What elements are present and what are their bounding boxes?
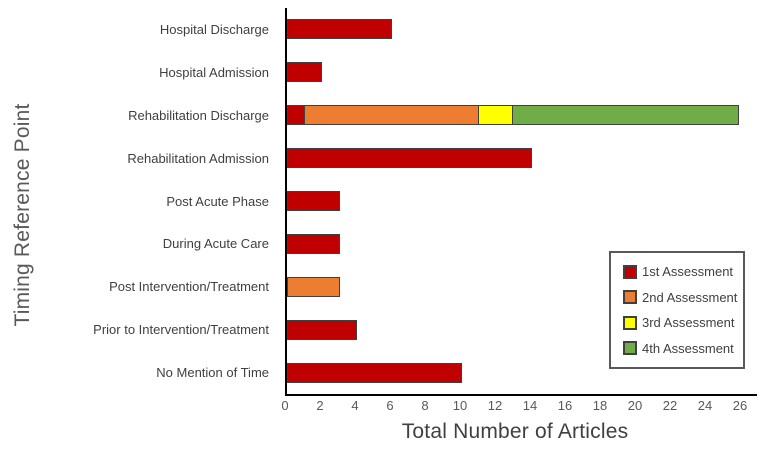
legend-label: 2nd Assessment [642,289,738,305]
bar-stack [287,62,322,83]
bar-stack [287,362,462,383]
x-tick-label: 14 [522,398,538,413]
x-tick-label: 6 [386,398,394,413]
bar-row [287,222,757,265]
legend-item-3rd-assessment: 3rd Assessment [623,315,743,330]
bar-stack [287,319,357,340]
bar-row [287,94,757,137]
bar-segment [287,319,357,340]
x-tick-label: 26 [732,398,748,413]
bar-segment [287,105,305,126]
bar-stack [287,191,340,211]
bar-row [287,308,757,351]
legend-swatch-3rd-assessment-icon [623,315,637,330]
x-tick-label: 0 [281,398,289,413]
x-tick-label: 24 [697,398,713,413]
bar-series-container [287,8,757,394]
category-label: Prior to Intervention/Treatment [93,322,269,338]
bar-segment [511,105,739,126]
category-label: Post Acute Phase [166,193,269,209]
bar-segment [477,105,513,126]
bar-stack [287,276,340,297]
bar-segment [287,62,322,83]
category-axis: Hospital Discharge Hospital Admission Reha… [0,8,277,394]
legend-swatch-2nd-assessment-icon [623,290,637,305]
bar-row [287,137,757,180]
legend-label: 4th Assessment [642,340,734,356]
bar-row [287,8,757,51]
x-tick-label: 22 [662,398,678,413]
category-label: During Acute Care [162,236,269,252]
x-axis-title: Total Number of Articles [401,420,629,443]
x-tick-label: 16 [557,398,573,413]
bar-segment [303,105,479,126]
bar-segment [287,191,340,211]
bar-segment [287,148,532,169]
legend-swatch-1st-assessment-icon [623,264,637,279]
category-label: Post Intervention/Treatment [109,279,269,295]
legend-item-1st-assessment: 1st Assessment [623,264,743,279]
bar-row [287,180,757,223]
x-axis-ticks: 0 2 4 6 8 10 12 14 16 18 20 22 24 26 [281,398,755,416]
bar-stack [287,148,532,169]
x-tick-label: 4 [351,398,359,413]
legend-item-2nd-assessment: 2nd Assessment [623,290,743,305]
legend: 1st Assessment 2nd Assessment 3rd Assess… [609,251,745,369]
category-label: Rehabilitation Discharge [128,107,269,123]
x-tick-label: 18 [592,398,608,413]
category-label: No Mention of Time [156,365,269,381]
legend-item-4th-assessment: 4th Assessment [623,341,743,356]
plot-area [285,8,757,396]
x-tick-label: 10 [452,398,468,413]
legend-label: 3rd Assessment [642,315,735,331]
x-tick-label: 12 [487,398,503,413]
category-label: Rehabilitation Admission [127,150,269,166]
bar-stack [287,19,392,40]
bar-segment [287,233,340,254]
bar-row [287,265,757,308]
bar-stack [287,105,739,126]
bar-stack [287,233,340,254]
category-label: Hospital Admission [159,64,269,80]
bar-segment [287,276,340,297]
bar-segment [287,362,462,383]
legend-label: 1st Assessment [642,264,734,280]
legend-swatch-4th-assessment-icon [623,341,637,356]
x-tick-label: 2 [316,398,324,413]
x-tick-label: 8 [421,398,429,413]
category-label: Hospital Discharge [159,21,269,37]
bar-segment [287,19,392,40]
x-tick-label: 20 [627,398,643,413]
bar-row [287,51,757,94]
bar-row [287,351,757,394]
